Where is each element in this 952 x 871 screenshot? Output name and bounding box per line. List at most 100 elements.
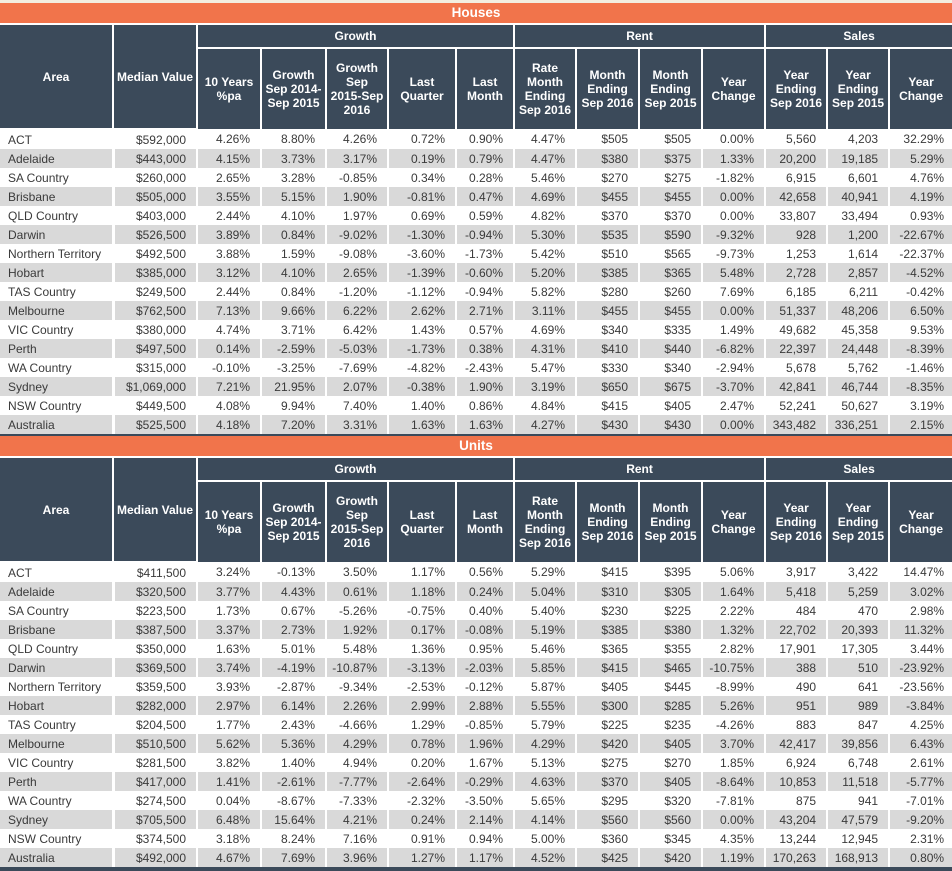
value-cell: 4.47% xyxy=(514,149,578,168)
value-cell: 989 xyxy=(827,696,891,715)
value-cell: 22,397 xyxy=(765,339,829,358)
value-cell: $415 xyxy=(576,396,641,415)
value-cell: $526,500 xyxy=(113,225,198,244)
area-cell: Sydney xyxy=(0,377,115,396)
area-cell: Perth xyxy=(0,772,115,791)
area-cell: Darwin xyxy=(0,658,115,677)
value-cell: $385,000 xyxy=(113,263,198,282)
value-cell: 3.17% xyxy=(326,149,389,168)
value-cell: $335 xyxy=(639,320,704,339)
value-cell: -3.60% xyxy=(388,244,457,263)
value-cell: $410 xyxy=(576,339,641,358)
value-cell: 43,204 xyxy=(765,810,829,829)
value-cell: -7.33% xyxy=(326,791,389,810)
value-cell: 9.53% xyxy=(910,322,945,337)
houses-section: Houses Area Median Value Growth Rent Sal… xyxy=(0,0,952,434)
value-cell: 2.99% xyxy=(388,696,457,715)
value-cell: 1.43% xyxy=(388,320,457,339)
value-cell: -7.69% xyxy=(326,358,389,377)
value-cell: 5.65% xyxy=(514,791,578,810)
value-cell: 5.15% xyxy=(261,187,327,206)
value-cell: 7.69% xyxy=(702,282,767,301)
value-cell: $415 xyxy=(576,658,641,677)
value-cell: -22.37% xyxy=(899,246,945,261)
value-cell: 1.85% xyxy=(702,753,767,772)
value-cell: -23.92% xyxy=(899,660,945,675)
value-cell: 5.48% xyxy=(326,639,389,658)
value-cell: -3.50% xyxy=(456,791,516,810)
column-header-last-quarter: Last Quarter xyxy=(388,481,457,562)
value-cell: 0.17% xyxy=(388,620,457,639)
value-cell: $510 xyxy=(576,244,641,263)
value-cell: -8.67% xyxy=(261,791,327,810)
value-cell: -2.61% xyxy=(261,772,327,791)
value-cell: 5.79% xyxy=(514,715,578,734)
value-cell: 1.90% xyxy=(326,187,389,206)
value-cell: 3.55% xyxy=(197,187,262,206)
value-cell: 3.77% xyxy=(197,582,262,601)
value-cell: 2.44% xyxy=(197,282,262,301)
value-cell: -4.19% xyxy=(261,658,327,677)
value-cell: -0.85% xyxy=(456,715,516,734)
value-cell: $455 xyxy=(639,187,704,206)
value-cell: -10.87% xyxy=(326,658,389,677)
value-cell: $411,500 xyxy=(113,562,198,582)
value-cell: -0.81% xyxy=(388,187,457,206)
value-cell: -5.03% xyxy=(326,339,389,358)
value-cell: 6,924 xyxy=(765,753,829,772)
value-cell: 2.61% xyxy=(910,755,945,770)
value-cell: 20,393 xyxy=(827,620,891,639)
area-cell: Northern Territory xyxy=(0,244,115,263)
value-cell: 32.29% xyxy=(903,132,945,146)
value-cell: 4.69% xyxy=(514,320,578,339)
houses-table: Area Median Value Growth Rent Sales 10 Y… xyxy=(0,25,952,434)
value-cell: 4.31% xyxy=(514,339,578,358)
column-header-sales-year-change: Year Change xyxy=(889,481,952,562)
value-cell: -5.77% xyxy=(906,774,945,789)
value-cell: 5.26% xyxy=(702,696,767,715)
value-cell: -0.13% xyxy=(261,562,327,582)
value-cell: 5.85% xyxy=(514,658,578,677)
value-cell: 4.10% xyxy=(261,263,327,282)
value-cell: 3.74% xyxy=(197,658,262,677)
value-cell: $443,000 xyxy=(113,149,198,168)
value-cell: 0.94% xyxy=(456,829,516,848)
area-cell: Brisbane xyxy=(0,620,115,639)
table-row: Darwin $526,500 3.89% 0.84% -9.02% -1.30% -0.9… xyxy=(0,225,952,244)
houses-table-body: ACT $592,000 4.26% 8.80% 4.26% 0.72% 0.90% 4.47… xyxy=(0,129,952,434)
value-cell: 2,728 xyxy=(765,263,829,282)
value-cell: 641 xyxy=(827,677,891,696)
value-cell: 1,200 xyxy=(827,225,891,244)
value-cell: $300 xyxy=(576,696,641,715)
group-header-rent: Rent xyxy=(514,25,767,49)
area-cell: Brisbane xyxy=(0,187,115,206)
value-cell: 5.04% xyxy=(514,582,578,601)
value-cell: -8.39% xyxy=(906,341,945,356)
value-cell: -8.35% xyxy=(906,379,945,394)
value-cell: 3.28% xyxy=(261,168,327,187)
value-cell: -7.81% xyxy=(702,791,767,810)
value-cell: $310 xyxy=(576,582,641,601)
table-row: Sydney $1,069,000 7.21% 21.95% 2.07% -0.38% 1.… xyxy=(0,377,952,396)
value-cell: $497,500 xyxy=(113,339,198,358)
value-cell: 0.24% xyxy=(388,810,457,829)
value-cell: 5.29% xyxy=(910,151,945,166)
value-cell: $405 xyxy=(639,734,704,753)
value-cell: -1.12% xyxy=(388,282,457,301)
value-cell: 1.96% xyxy=(456,734,516,753)
value-cell: 1.92% xyxy=(326,620,389,639)
value-cell: 3.18% xyxy=(197,829,262,848)
value-cell: 1.49% xyxy=(702,320,767,339)
value-cell: $535 xyxy=(576,225,641,244)
area-cell: VIC Country xyxy=(0,320,115,339)
value-cell: -0.75% xyxy=(388,601,457,620)
value-cell: 0.00% xyxy=(702,187,767,206)
value-cell: 14.47% xyxy=(903,565,945,579)
value-cell: 1.17% xyxy=(456,848,516,867)
value-cell: 941 xyxy=(827,791,891,810)
value-cell: $285 xyxy=(639,696,704,715)
value-cell: 8.80% xyxy=(261,129,327,149)
table-row: Melbourne $510,500 5.62% 5.36% 4.29% 0.78% 1.9… xyxy=(0,734,952,753)
table-row: Melbourne $762,500 7.13% 9.66% 6.22% 2.62% 2.7… xyxy=(0,301,952,320)
value-cell: 3.88% xyxy=(197,244,262,263)
